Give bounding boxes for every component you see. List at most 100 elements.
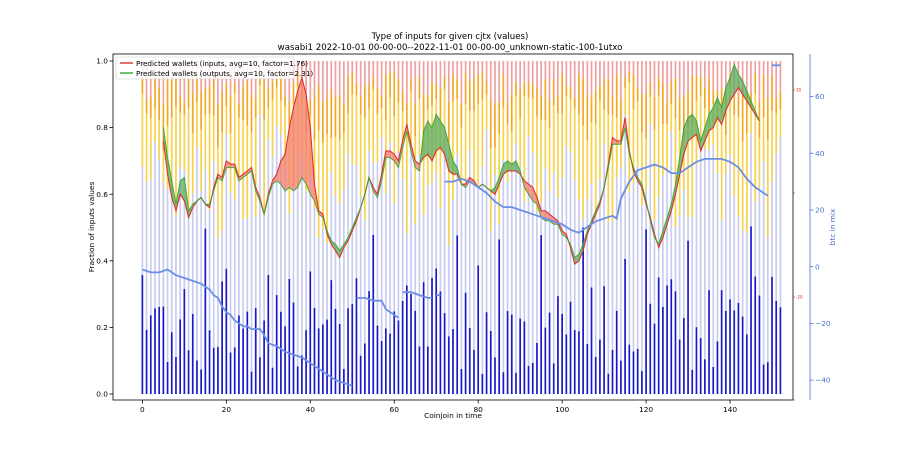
bar-25-seg-3 [246,79,249,126]
y-axis-right: −40 −20 0 20 40 60 [809,54,831,400]
fill-segment [436,114,441,151]
bar-123-seg-2 [657,95,660,197]
bar-40-seg-4 [309,61,312,101]
bar-77-seg-4 [464,61,467,73]
bar-25-seg-0 [246,311,249,394]
bar-50-seg-3 [351,71,354,95]
bar-24-seg-2 [242,120,244,220]
bar-56-seg-0 [376,325,379,394]
bar-6-seg-0 [166,361,169,394]
bar-129-seg-3 [683,95,685,139]
bar-57-seg-3 [380,95,383,109]
fill-segment [746,90,752,108]
bar-123-seg-0 [657,277,660,394]
bar-19-seg-3 [221,92,223,133]
bar-95-seg-4 [540,61,542,96]
bar-70-seg-0 [435,268,438,394]
y2-tick-label: 40 [815,149,825,158]
fill-segment [427,120,433,161]
bar-18-seg-1 [217,237,219,348]
bar-39-seg-4 [305,61,307,102]
bar-145-seg-3 [750,92,752,107]
bar-93-seg-2 [531,98,534,153]
bar-119-seg-3 [641,94,643,133]
bar-69-seg-1 [431,182,433,278]
fill-segment [423,120,428,158]
bar-33-seg-3 [280,74,282,101]
bar-92-seg-4 [527,61,530,82]
bar-116-seg-3 [628,71,631,83]
bar-10-seg-1 [183,170,186,289]
bar-130-seg-4 [687,61,689,91]
bar-8-seg-3 [175,78,177,107]
bar-9-seg-0 [179,319,182,394]
fill-segment [440,120,445,155]
fill-segment [297,77,302,188]
bar-66-seg-0 [418,346,421,394]
fill-segment [335,244,340,258]
bar-87-seg-2 [506,124,509,183]
bar-63-seg-4 [405,61,408,103]
bar-115-seg-0 [624,258,626,394]
bar-33-seg-1 [280,134,282,312]
bar-145-seg-2 [750,106,752,134]
bar-48-seg-3 [343,103,345,133]
bar-102-seg-4 [569,61,572,88]
bar-96-seg-4 [544,61,547,80]
bar-7-seg-0 [170,332,173,394]
bar-81-seg-2 [481,99,484,167]
bar-152-seg-4 [779,61,782,92]
bar-119-seg-0 [641,371,643,394]
bar-13-seg-2 [196,101,198,148]
bar-86-seg-4 [502,61,505,74]
bar-30-seg-1 [267,139,270,275]
bar-5-seg-2 [162,150,165,182]
bar-145-seg-0 [750,226,752,394]
bar-142-seg-1 [737,216,740,303]
bar-31-seg-1 [271,156,274,368]
bar-122-seg-1 [653,219,656,324]
fill-segment [524,180,529,195]
bar-149-seg-4 [766,61,769,98]
bar-68-seg-3 [426,94,429,110]
bar-13-seg-0 [196,360,198,394]
bar-42-seg-1 [317,237,320,329]
bar-90-seg-4 [519,61,522,89]
bar-1-seg-4 [145,61,148,101]
bar-120-seg-2 [645,138,647,191]
bar-45-seg-1 [330,171,333,281]
bar-143-seg-2 [741,141,744,231]
bar-139-seg-2 [724,135,727,174]
bar-112-seg-3 [611,95,614,115]
bar-131-seg-0 [691,369,694,394]
bar-106-seg-4 [586,61,589,94]
bar-115-seg-2 [624,87,626,116]
bar-65-seg-0 [414,310,417,394]
bar-92-seg-0 [527,365,530,394]
bar-113-seg-3 [615,74,618,118]
x-tick-label: 80 [473,405,483,414]
bar-41-seg-2 [313,139,316,208]
bar-129-seg-1 [683,189,685,318]
bar-117-seg-4 [632,61,635,75]
bar-62-seg-3 [401,91,404,112]
bar-69-seg-0 [431,277,433,394]
bar-44-seg-1 [326,243,328,320]
y3-tick-label: -20 [796,294,803,299]
bar-54-seg-4 [368,61,370,85]
bar-148-seg-4 [762,61,765,76]
bar-21-seg-1 [229,192,232,353]
bar-73-seg-4 [447,61,450,102]
bar-24-seg-3 [242,86,244,121]
bar-82-seg-3 [485,81,488,95]
bar-108-seg-4 [594,61,597,91]
bar-58-seg-0 [384,328,387,394]
bar-126-seg-4 [670,61,673,82]
bar-61-seg-1 [397,152,400,321]
bar-82-seg-1 [485,129,488,313]
y-tick-label: 0.2 [96,323,108,332]
bar-79-seg-1 [473,180,475,350]
bar-101-seg-3 [565,85,568,96]
bar-107-seg-2 [590,122,593,184]
bar-8-seg-1 [175,215,177,357]
